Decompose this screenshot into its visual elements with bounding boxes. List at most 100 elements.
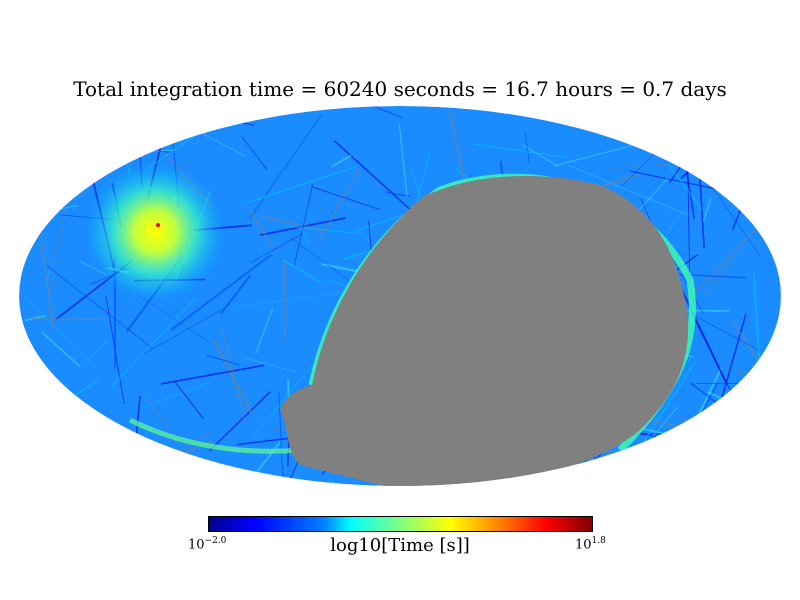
streak: [709, 126, 737, 184]
max-base: 10: [575, 537, 592, 553]
min-base: 10: [188, 537, 205, 553]
streak: [103, 454, 198, 486]
streak: [217, 290, 353, 310]
streak: [687, 159, 691, 283]
streak: [776, 311, 781, 343]
streak: [524, 131, 530, 164]
streak: [19, 121, 26, 235]
streak: [684, 350, 707, 409]
streak: [762, 426, 781, 486]
streak: [24, 314, 46, 322]
streak: [416, 153, 431, 202]
streak: [677, 414, 748, 469]
streak: [600, 163, 671, 170]
streak: [278, 391, 286, 486]
streak: [41, 332, 81, 368]
streak: [284, 225, 364, 235]
edge-glow-lower: [128, 417, 301, 454]
streak: [48, 157, 81, 167]
streak: [138, 304, 231, 357]
streak: [25, 425, 73, 486]
streak: [27, 199, 48, 206]
streak: [255, 307, 274, 354]
streak: [85, 339, 108, 363]
colorbar-max-label: 101.8: [575, 536, 606, 552]
streak: [744, 434, 781, 460]
streak: [775, 119, 781, 140]
streak: [318, 168, 361, 242]
streak: [742, 120, 781, 172]
streak: [744, 133, 766, 148]
min-exp: −2.0: [204, 536, 227, 546]
streak: [300, 225, 309, 247]
streak: [129, 450, 158, 486]
streak: [19, 455, 49, 486]
hotspot-peak: [156, 223, 160, 227]
streak: [19, 446, 67, 486]
colorbar-min-label: 10−2.0: [188, 536, 226, 552]
streak: [385, 191, 411, 198]
streak: [137, 294, 208, 342]
streak: [220, 327, 247, 426]
streak: [752, 273, 762, 371]
streak: [734, 128, 764, 157]
streak: [220, 274, 252, 314]
streak: [293, 184, 314, 267]
chart-title: Total integration time = 60240 seconds =…: [73, 77, 727, 101]
streak: [170, 254, 272, 331]
colorbar-label: log10[Time [s]]: [330, 535, 470, 556]
streak: [19, 399, 78, 469]
streak: [31, 318, 113, 320]
streak: [249, 209, 274, 249]
streak: [672, 430, 714, 476]
streak: [707, 391, 781, 446]
streak: [188, 111, 255, 126]
streak: [553, 145, 632, 167]
streak: [241, 136, 268, 170]
streak: [260, 450, 304, 486]
colorbar: [208, 516, 593, 532]
streak: [19, 398, 60, 484]
streak: [145, 382, 209, 408]
streak: [721, 385, 739, 480]
streak: [765, 182, 781, 185]
hotspot: [85, 162, 225, 302]
streak: [668, 164, 703, 210]
streak: [48, 209, 65, 290]
streak: [19, 154, 35, 245]
streak: [680, 114, 750, 179]
streak: [19, 423, 22, 435]
streak: [731, 148, 765, 231]
streak: [208, 391, 271, 452]
streak: [566, 164, 691, 217]
streak: [732, 368, 781, 399]
streak: [331, 154, 352, 168]
streak: [702, 198, 712, 222]
streak: [398, 124, 408, 198]
streak: [619, 469, 644, 481]
streak: [43, 269, 51, 290]
streak: [46, 265, 154, 349]
streak: [680, 456, 732, 486]
streak: [79, 473, 162, 486]
streak: [310, 186, 380, 210]
streak: [775, 134, 781, 191]
streak: [652, 441, 667, 486]
streak: [245, 165, 359, 204]
streak: [19, 292, 97, 368]
streak: [521, 144, 559, 167]
streak: [373, 106, 403, 119]
streak: [173, 380, 205, 420]
streak: [41, 457, 83, 486]
masked-region: [280, 175, 689, 486]
streak: [698, 175, 705, 249]
streak: [98, 470, 202, 486]
streak: [250, 233, 304, 264]
streak: [281, 258, 321, 283]
streak: [474, 143, 567, 159]
streak: [110, 297, 197, 388]
streak: [248, 113, 323, 220]
streak: [139, 386, 186, 457]
streak: [19, 189, 27, 282]
